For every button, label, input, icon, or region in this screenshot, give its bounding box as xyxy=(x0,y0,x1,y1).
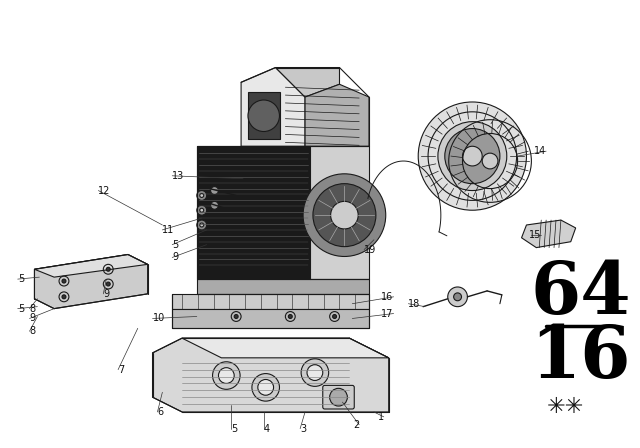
Circle shape xyxy=(482,153,498,169)
Circle shape xyxy=(106,282,110,286)
Text: 64: 64 xyxy=(531,258,631,329)
Circle shape xyxy=(200,223,204,227)
Polygon shape xyxy=(172,309,369,328)
Circle shape xyxy=(330,388,348,406)
Circle shape xyxy=(211,201,218,209)
Circle shape xyxy=(454,293,461,301)
Text: 8: 8 xyxy=(29,304,36,314)
Polygon shape xyxy=(241,68,305,146)
Circle shape xyxy=(248,100,280,132)
Polygon shape xyxy=(248,92,280,139)
Text: 3: 3 xyxy=(300,424,307,434)
Circle shape xyxy=(197,190,207,200)
Text: 6: 6 xyxy=(157,407,164,417)
Circle shape xyxy=(258,379,273,395)
Text: 17: 17 xyxy=(381,309,394,319)
Text: 10: 10 xyxy=(152,314,164,323)
Text: 18: 18 xyxy=(408,299,420,309)
Text: 5: 5 xyxy=(18,304,24,314)
Circle shape xyxy=(307,365,323,380)
Polygon shape xyxy=(310,146,369,279)
Circle shape xyxy=(106,267,110,271)
Text: 13: 13 xyxy=(172,171,184,181)
Circle shape xyxy=(197,220,207,230)
Circle shape xyxy=(445,129,500,184)
Text: 19: 19 xyxy=(364,245,376,254)
Circle shape xyxy=(200,208,204,212)
Text: 16: 16 xyxy=(381,292,394,302)
Text: 9: 9 xyxy=(103,289,109,299)
Text: 4: 4 xyxy=(264,424,270,434)
Text: 5: 5 xyxy=(18,274,24,284)
Text: 16: 16 xyxy=(531,322,631,393)
Text: 5: 5 xyxy=(172,240,179,250)
Text: 2: 2 xyxy=(353,420,359,430)
Text: 9: 9 xyxy=(29,314,36,323)
Text: 1: 1 xyxy=(378,412,384,422)
Text: 9: 9 xyxy=(172,253,179,263)
Circle shape xyxy=(463,146,482,166)
Circle shape xyxy=(333,314,337,319)
Circle shape xyxy=(313,184,376,247)
Circle shape xyxy=(212,362,240,389)
FancyBboxPatch shape xyxy=(323,385,355,409)
Text: 11: 11 xyxy=(163,225,175,235)
Circle shape xyxy=(331,201,358,229)
Polygon shape xyxy=(35,254,148,309)
Polygon shape xyxy=(152,338,388,412)
Polygon shape xyxy=(197,146,310,279)
Text: 12: 12 xyxy=(99,185,111,195)
Polygon shape xyxy=(182,338,388,358)
Circle shape xyxy=(289,314,292,319)
Circle shape xyxy=(303,174,386,256)
Circle shape xyxy=(200,194,204,198)
Circle shape xyxy=(301,359,329,386)
Text: 7: 7 xyxy=(118,365,124,375)
Polygon shape xyxy=(276,68,339,97)
Circle shape xyxy=(252,374,280,401)
Circle shape xyxy=(438,122,507,190)
Circle shape xyxy=(418,102,527,210)
Circle shape xyxy=(62,279,66,283)
Text: 8: 8 xyxy=(29,326,36,336)
Polygon shape xyxy=(172,294,369,309)
Circle shape xyxy=(197,205,207,215)
Polygon shape xyxy=(197,279,369,294)
Circle shape xyxy=(218,368,234,383)
Text: 15: 15 xyxy=(529,230,541,240)
Polygon shape xyxy=(35,254,148,277)
Text: ✳✳: ✳✳ xyxy=(547,397,584,417)
Circle shape xyxy=(62,295,66,299)
Polygon shape xyxy=(305,84,369,146)
Text: 5: 5 xyxy=(231,424,237,434)
Text: 14: 14 xyxy=(534,146,546,156)
Polygon shape xyxy=(522,220,575,248)
Circle shape xyxy=(211,187,218,194)
Circle shape xyxy=(448,287,467,307)
Circle shape xyxy=(234,314,238,319)
